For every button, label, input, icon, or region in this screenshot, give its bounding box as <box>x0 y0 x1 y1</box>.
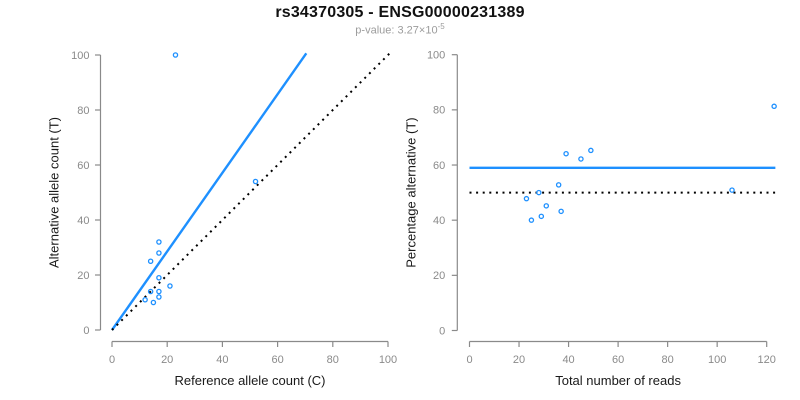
left-plot-allele-counts: 0 20 40 60 80 100 0 20 40 60 80 100 Reference allele… <box>47 50 398 388</box>
data-point <box>147 258 154 264</box>
y-axis-title: Alternative allele count (T) <box>47 117 62 268</box>
data-point <box>156 288 162 295</box>
data-point <box>536 189 542 196</box>
y-tick-label: 100 <box>427 50 445 62</box>
x-tick-label: 20 <box>513 354 525 366</box>
data-point <box>156 239 162 245</box>
data-point <box>771 103 777 110</box>
p-value-text: p-value: 3.27 <box>355 24 419 37</box>
y-tick-label: 0 <box>439 325 445 337</box>
data-point <box>142 296 148 303</box>
data-point <box>172 52 179 58</box>
x-tick-label: 40 <box>216 354 228 366</box>
p-value-base: ×10 <box>418 24 438 37</box>
y-tick-label: 80 <box>433 105 445 117</box>
data-point <box>156 274 162 281</box>
y-axis-title: Percentage alternative (T) <box>404 117 419 267</box>
y-tick-label: 100 <box>71 50 89 62</box>
y-tick-label: 60 <box>433 160 445 172</box>
fit-line <box>111 52 308 331</box>
x-tick-label: 80 <box>327 354 339 366</box>
y-tick-label: 20 <box>433 270 445 282</box>
data-point <box>150 299 157 306</box>
y-tick-label: 20 <box>77 270 89 282</box>
x-tick-label: 100 <box>708 354 726 366</box>
x-tick-label: 0 <box>109 354 115 366</box>
data-point <box>543 203 550 209</box>
plot-title: rs34370305 - ENSG00000231389 <box>275 4 525 21</box>
x-tick-label: 120 <box>758 354 776 366</box>
p-value-exponent: -5 <box>437 22 445 31</box>
x-tick-label: 0 <box>466 354 472 366</box>
x-tick-label: 100 <box>379 354 397 366</box>
data-point <box>538 213 545 220</box>
x-axis-title: Total number of reads <box>555 373 681 388</box>
x-tick-label: 80 <box>662 354 674 366</box>
data-point <box>528 217 535 223</box>
y-tick-label: 60 <box>77 160 89 172</box>
y-tick-label: 80 <box>77 105 89 117</box>
data-point <box>558 208 564 215</box>
data-point <box>167 283 173 289</box>
x-tick-label: 40 <box>562 354 574 366</box>
x-tick-label: 60 <box>271 354 283 366</box>
data-point <box>147 288 154 295</box>
data-point <box>729 187 735 193</box>
identity-line <box>111 52 391 331</box>
data-point <box>563 150 569 157</box>
data-point <box>578 156 584 162</box>
y-tick-label: 40 <box>77 215 89 227</box>
data-point <box>588 147 594 154</box>
x-axis-title: Reference allele count (C) <box>174 373 325 388</box>
data-point <box>156 294 162 300</box>
y-tick-label: 0 <box>83 325 89 337</box>
right-plot-percentage: 0 20 40 60 80 100 0 20 40 60 80 100 120 Total number … <box>404 50 777 388</box>
data-point <box>555 182 562 188</box>
x-tick-label: 60 <box>612 354 624 366</box>
p-value-subtitle: p-value: 3.27×10-5 <box>0 22 800 37</box>
y-tick-label: 40 <box>433 215 445 227</box>
data-point <box>252 178 259 185</box>
data-point <box>523 195 530 202</box>
x-tick-label: 20 <box>161 354 173 366</box>
data-point <box>156 250 162 256</box>
